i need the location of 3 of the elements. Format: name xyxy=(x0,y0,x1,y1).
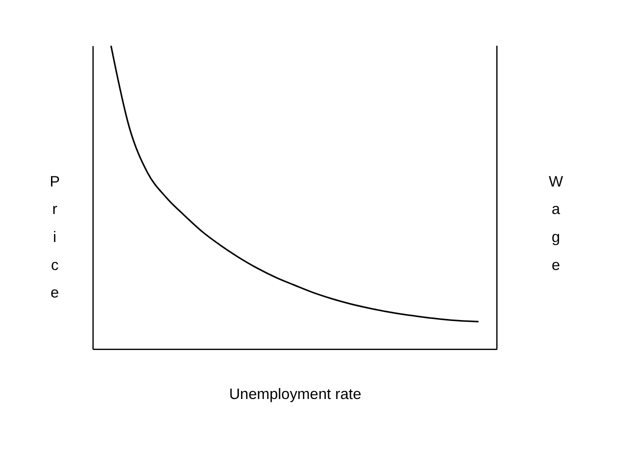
y2-axis-title: Wage xyxy=(548,173,564,274)
y-axis-title: Price xyxy=(50,173,60,302)
x-axis-title: Unemployment rate xyxy=(229,386,362,404)
